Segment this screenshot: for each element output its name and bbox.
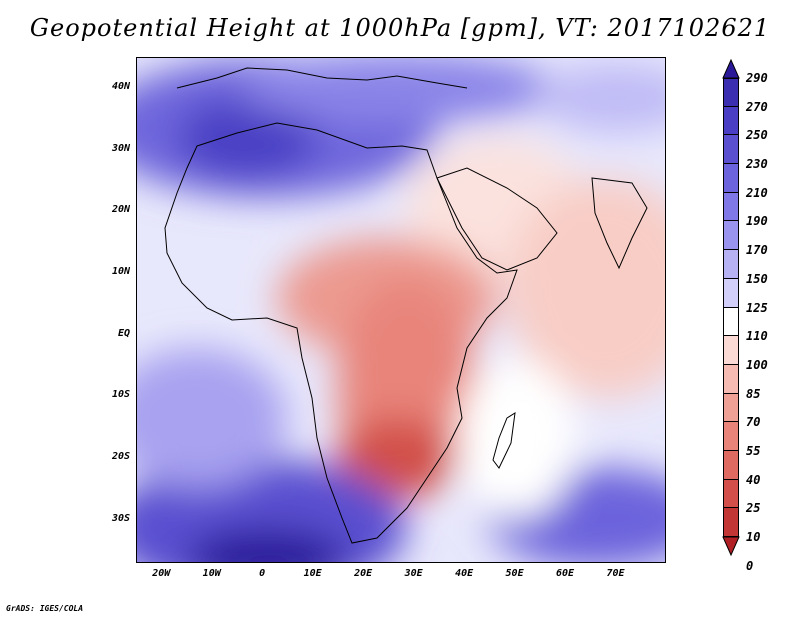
colorbar-swatch	[723, 192, 739, 222]
lat-tick-label: 20S	[111, 451, 130, 463]
lon-tick-label: 20E	[354, 568, 373, 579]
colorbar-swatch	[723, 364, 739, 394]
colorbar-swatch	[723, 450, 739, 480]
gulf-of-guinea-field	[137, 348, 287, 488]
colorbar-level-label: 270	[746, 99, 768, 114]
colorbar-level-label: 55	[746, 443, 761, 458]
lon-tick-label: 10E	[303, 568, 322, 579]
mediterranean-high	[237, 58, 557, 123]
geopotential-field	[137, 58, 665, 562]
lon-tick-label: 40E	[455, 568, 474, 579]
colorbar-level-label: 290	[746, 71, 768, 85]
colorbar-level-label: 25	[746, 501, 761, 516]
mozambique-channel-field	[457, 358, 577, 518]
lon-tick-label: 0	[259, 568, 266, 579]
lat-tick-label: 10S	[111, 389, 130, 401]
india-coastline	[591, 177, 648, 270]
colorbar-swatch	[723, 78, 739, 107]
colorbar-level-label: 125	[746, 300, 768, 315]
colorbar-level-label: 230	[746, 157, 768, 172]
lat-tick-label: 30S	[111, 512, 130, 524]
colorbar-swatch	[723, 393, 739, 423]
lat-tick-label: 10N	[111, 265, 130, 277]
colorbar-level-label: 10	[746, 530, 761, 544]
lat-tick-label: 40N	[111, 80, 130, 92]
colorbar-level-label: 190	[746, 214, 768, 229]
colorbar-level-label: 40	[746, 472, 761, 487]
colorbar-swatch	[723, 250, 739, 279]
colorbar-level-label: 0	[746, 558, 754, 573]
colorbar-swatch	[723, 336, 739, 365]
lat-tick-label: 30N	[111, 142, 130, 154]
colorbar	[722, 58, 740, 557]
map-panel	[136, 57, 666, 563]
colorbar-top-arrow	[722, 58, 740, 79]
colorbar-level-label: 110	[746, 329, 768, 344]
colorbar-swatch	[723, 221, 739, 251]
colorbar-swatch	[723, 307, 739, 337]
lat-tick-label: EQ	[117, 327, 130, 339]
colorbar-level-label: 250	[746, 128, 768, 143]
lat-tick-label: 20N	[111, 204, 130, 216]
colorbar-swatch	[723, 508, 739, 537]
lon-tick-label: 10W	[202, 568, 221, 579]
lon-tick-label: 70E	[606, 568, 625, 579]
colorbar-bottom-arrow	[722, 536, 740, 557]
africa-coastline	[164, 122, 518, 544]
colorbar-swatch	[723, 479, 739, 509]
colorbar-level-label: 85	[746, 386, 761, 401]
madagascar-coastline	[492, 412, 516, 469]
colorbar-swatch	[723, 135, 739, 165]
colorbar-level-label: 150	[746, 271, 768, 286]
colorbar-swatch	[723, 106, 739, 136]
lon-tick-label: 30E	[404, 568, 423, 579]
colorbar-swatch	[723, 278, 739, 308]
south-atlantic-high-core	[187, 528, 347, 562]
arabia-coastline	[436, 167, 558, 271]
lon-tick-label: 20W	[152, 568, 171, 579]
lon-tick-label: 50E	[505, 568, 524, 579]
asia-ridge	[537, 63, 665, 133]
indian-ocean-low	[507, 178, 665, 398]
credit-text: GrADS: IGES/COLA	[6, 604, 84, 613]
europe-coastline	[176, 67, 468, 89]
lon-tick-label: 60E	[556, 568, 575, 579]
colorbar-level-label: 210	[746, 185, 768, 200]
colorbar-level-label: 100	[746, 357, 768, 372]
colorbar-level-label: 70	[746, 415, 761, 430]
colorbar-level-label: 170	[746, 243, 768, 258]
algeria-high-core	[177, 98, 317, 178]
colorbar-swatch	[723, 164, 739, 193]
map-title: Geopotential Height at 1000hPa [gpm], VT…	[29, 14, 771, 42]
colorbar-swatch	[723, 422, 739, 451]
